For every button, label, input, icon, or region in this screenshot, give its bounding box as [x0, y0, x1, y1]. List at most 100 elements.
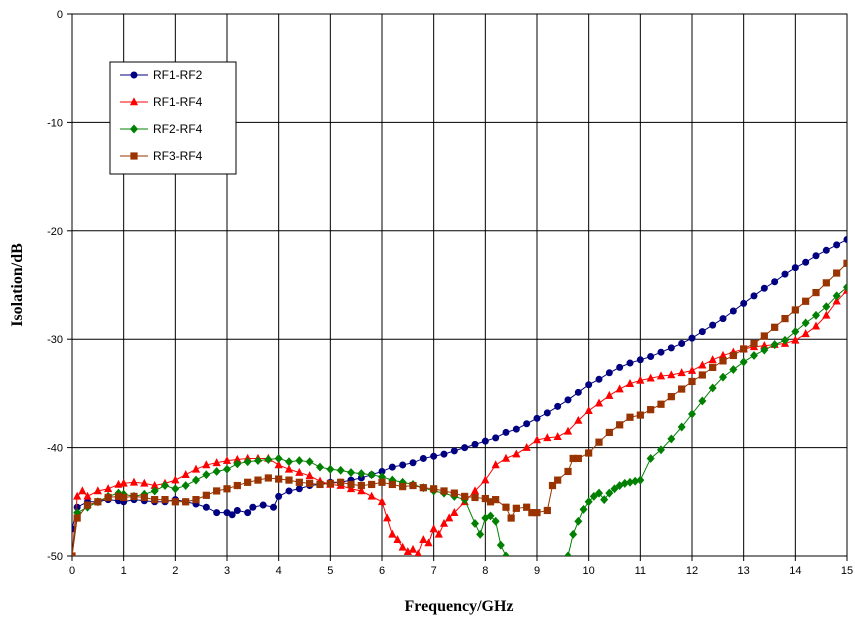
- data-point: [295, 467, 304, 476]
- data-point: [284, 457, 294, 467]
- data-point: [574, 415, 583, 424]
- data-point: [419, 484, 427, 492]
- data-point: [191, 475, 201, 485]
- x-tick-label: 14: [789, 565, 801, 577]
- data-point: [501, 551, 511, 556]
- data-point: [440, 450, 448, 458]
- data-point: [398, 542, 407, 551]
- y-axis-title: Isolation/dB: [9, 243, 26, 327]
- legend-label: RF1-RF4: [153, 95, 203, 109]
- data-point: [678, 385, 686, 393]
- data-point: [264, 474, 272, 482]
- data-point: [461, 444, 469, 452]
- data-point: [548, 481, 557, 490]
- data-point: [709, 363, 717, 371]
- data-point: [254, 476, 262, 484]
- data-point: [523, 420, 531, 428]
- data-point: [213, 487, 221, 495]
- data-point: [202, 460, 211, 469]
- data-point: [104, 493, 112, 502]
- data-point: [781, 270, 789, 278]
- data-point: [564, 396, 572, 404]
- data-point: [543, 409, 551, 417]
- data-point: [409, 459, 417, 467]
- data-point: [305, 471, 314, 480]
- data-point: [595, 438, 603, 446]
- data-point: [414, 549, 422, 556]
- data-point: [678, 340, 686, 348]
- data-point: [202, 503, 210, 511]
- data-point: [388, 529, 397, 538]
- data-point: [491, 460, 500, 469]
- series-rf2-rf4-cont: [563, 282, 847, 556]
- data-point: [305, 457, 314, 467]
- data-point: [585, 381, 593, 389]
- x-tick-label: 11: [635, 565, 646, 577]
- data-point: [801, 318, 810, 328]
- data-point: [130, 492, 138, 500]
- data-point: [378, 478, 386, 486]
- data-point: [626, 359, 634, 367]
- data-point: [749, 351, 759, 360]
- data-point: [430, 485, 438, 493]
- data-point: [72, 552, 76, 556]
- y-tick-label: -40: [47, 443, 63, 455]
- data-point: [616, 363, 624, 371]
- x-tick-label: 2: [172, 565, 178, 577]
- legend-marker: [129, 97, 139, 106]
- data-point: [285, 476, 293, 484]
- data-point: [719, 357, 727, 365]
- data-point: [171, 475, 180, 484]
- data-point: [822, 302, 831, 312]
- data-point: [574, 388, 582, 396]
- data-point: [403, 547, 412, 555]
- data-point: [399, 461, 407, 469]
- data-point: [770, 340, 779, 350]
- data-point: [367, 470, 376, 480]
- data-point: [492, 434, 500, 442]
- x-tick-label: 15: [841, 565, 853, 577]
- data-point: [357, 481, 365, 490]
- data-point: [346, 484, 356, 493]
- data-point: [564, 467, 572, 476]
- data-point: [729, 365, 738, 375]
- data-point: [543, 433, 552, 442]
- data-point: [419, 454, 427, 462]
- data-point: [718, 372, 728, 382]
- data-point: [259, 501, 267, 509]
- data-point: [750, 339, 758, 348]
- data-point: [574, 454, 582, 463]
- data-point: [223, 485, 231, 493]
- data-point: [471, 440, 479, 448]
- data-point: [275, 475, 283, 483]
- data-point: [347, 480, 355, 489]
- data-point: [687, 365, 697, 374]
- data-point: [698, 328, 706, 336]
- data-point: [83, 491, 92, 500]
- data-point: [73, 514, 81, 522]
- data-point: [771, 278, 779, 286]
- data-point: [709, 321, 717, 329]
- data-point: [346, 468, 356, 477]
- data-point: [677, 422, 686, 432]
- data-point: [656, 371, 666, 380]
- data-point: [698, 396, 707, 406]
- data-point: [295, 456, 304, 466]
- data-point: [594, 398, 604, 407]
- data-point: [337, 478, 345, 486]
- data-point: [605, 488, 614, 498]
- data-point: [812, 252, 820, 260]
- data-point: [688, 377, 696, 386]
- x-axis-title: Frequency/GHz: [404, 598, 513, 615]
- data-point: [740, 345, 748, 353]
- data-point: [708, 355, 717, 364]
- data-point: [357, 486, 366, 495]
- data-point: [822, 246, 830, 254]
- data-point: [316, 480, 324, 489]
- data-point: [750, 292, 758, 300]
- data-point: [579, 504, 588, 514]
- data-point: [73, 491, 82, 500]
- data-point: [129, 477, 139, 486]
- data-point: [434, 529, 443, 538]
